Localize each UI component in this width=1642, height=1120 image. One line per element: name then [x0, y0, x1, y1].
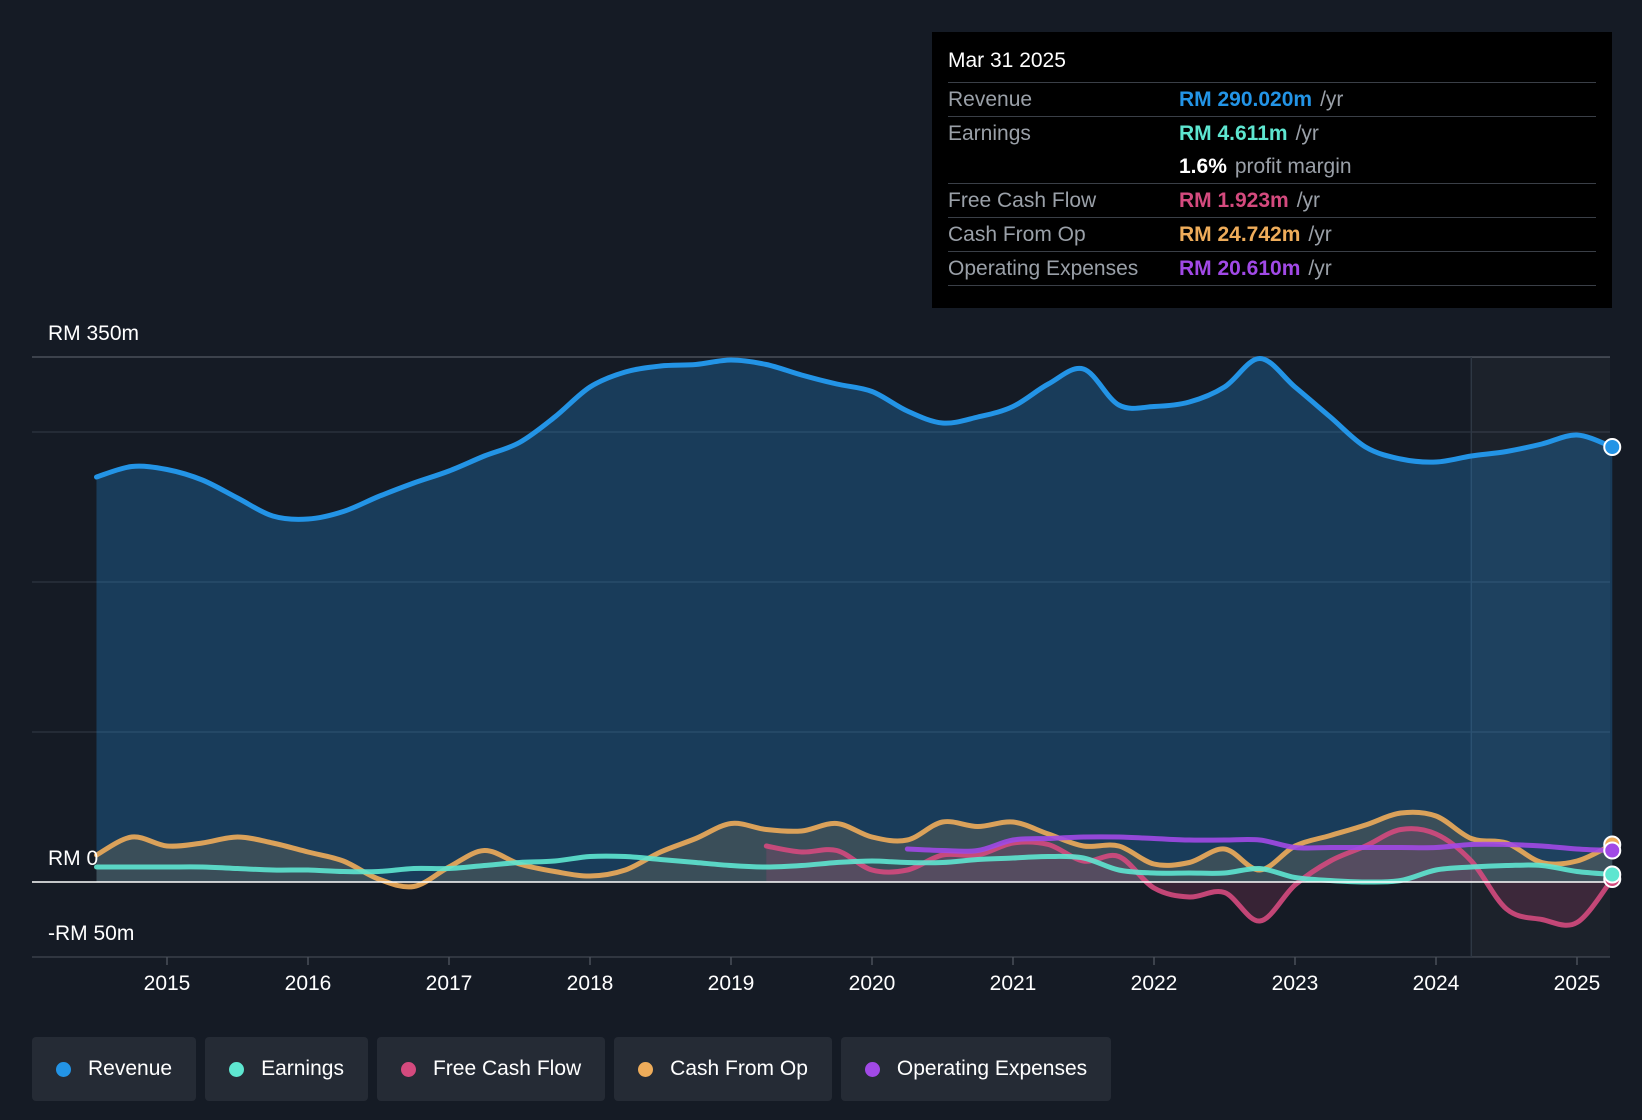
legend-label: Revenue [88, 1057, 173, 1080]
axis-layer: RM 350m RM 0 -RM 50m 2015 2016 2017 2018 2019 20… [48, 322, 1600, 995]
tooltip-row-cfo: Cash From Op RM 24.742m /yr [948, 218, 1596, 252]
tooltip-unit: /yr [1295, 122, 1319, 145]
x-tick-label: 2025 [1554, 972, 1601, 995]
legend: Revenue Earnings Free Cash Flow Cash Fro… [32, 1037, 1120, 1101]
tooltip-label: Operating Expenses [948, 257, 1139, 280]
x-tick-label: 2022 [1131, 972, 1178, 995]
tooltip-value-cfo: RM 24.742m [1179, 223, 1301, 246]
legend-item-revenue[interactable]: Revenue [32, 1037, 197, 1101]
tooltip-row-opex: Operating Expenses RM 20.610m /yr [948, 252, 1596, 286]
legend-dot-icon [638, 1061, 654, 1077]
tooltip-unit: /yr [1320, 88, 1344, 111]
x-tick-label: 2020 [849, 972, 896, 995]
tooltip-unit: /yr [1308, 223, 1332, 246]
tooltip-panel: Mar 31 2025 Revenue RM 290.020m /yr Earn… [932, 32, 1612, 308]
series-area-fcf [766, 828, 1613, 926]
x-tick-label: 2015 [144, 972, 191, 995]
legend-item-earnings[interactable]: Earnings [205, 1037, 368, 1101]
legend-dot-icon [864, 1061, 880, 1077]
end-marker-revenue [1603, 438, 1622, 456]
tooltip-value-revenue: RM 290.020m [1179, 88, 1313, 111]
legend-label: Cash From Op [670, 1057, 808, 1080]
legend-item-cfo[interactable]: Cash From Op [614, 1037, 832, 1101]
tooltip-value-earnings: RM 4.611m [1179, 122, 1288, 145]
series-line-opex [904, 834, 1615, 854]
legend-label: Earnings [261, 1057, 344, 1080]
tooltip-margin-text: profit margin [1234, 155, 1352, 178]
legend-label: Free Cash Flow [432, 1057, 582, 1080]
tooltip-label: Cash From Op [948, 223, 1086, 246]
series-line-revenue [94, 356, 1615, 522]
end-marker-opex [1603, 841, 1622, 860]
tooltip-row-margin: 1.6% profit margin [948, 150, 1596, 184]
tooltip-label: Earnings [948, 122, 1031, 145]
series-layer [32, 356, 1622, 928]
y-label-bottom: -RM 50m [48, 922, 134, 945]
tooltip-date: Mar 31 2025 [948, 46, 1596, 83]
series-area-revenue [96, 358, 1613, 882]
tooltip-unit: /yr [1296, 189, 1321, 212]
tooltip-label-empty [948, 150, 1179, 183]
x-tick-label: 2018 [567, 972, 614, 995]
tooltip-value-margin: 1.6% [1179, 155, 1227, 178]
legend-label: Operating Expenses [896, 1057, 1088, 1080]
tooltip-label: Free Cash Flow [948, 189, 1097, 212]
tooltip-label: Revenue [948, 88, 1033, 111]
legend-dot-icon [400, 1061, 416, 1077]
tooltip-value-fcf: RM 1.923m [1179, 189, 1289, 212]
series-line-fcf [763, 826, 1615, 928]
y-label-zero: RM 0 [48, 847, 98, 870]
x-tick-label: 2024 [1413, 972, 1460, 995]
legend-dot-icon [56, 1061, 71, 1077]
x-tick-label: 2021 [990, 972, 1037, 995]
x-tick-label: 2019 [708, 972, 755, 995]
tooltip-row-revenue: Revenue RM 290.020m /yr [948, 83, 1596, 117]
legend-item-opex[interactable]: Operating Expenses [840, 1037, 1112, 1101]
legend-dot-icon [229, 1061, 245, 1077]
y-label-top: RM 350m [48, 322, 139, 345]
x-tick-label: 2023 [1272, 972, 1319, 995]
tooltip-value-opex: RM 20.610m [1179, 257, 1301, 280]
tooltip-row-fcf: Free Cash Flow RM 1.923m /yr [948, 184, 1596, 218]
series-line-cfo [94, 809, 1615, 890]
x-tick-label: 2017 [426, 972, 473, 995]
legend-item-fcf[interactable]: Free Cash Flow [376, 1037, 606, 1101]
end-marker-earnings [1603, 865, 1622, 884]
tooltip-unit: /yr [1308, 257, 1332, 280]
tooltip-row-earnings: Earnings RM 4.611m /yr [948, 117, 1596, 150]
x-tick-label: 2016 [285, 972, 332, 995]
